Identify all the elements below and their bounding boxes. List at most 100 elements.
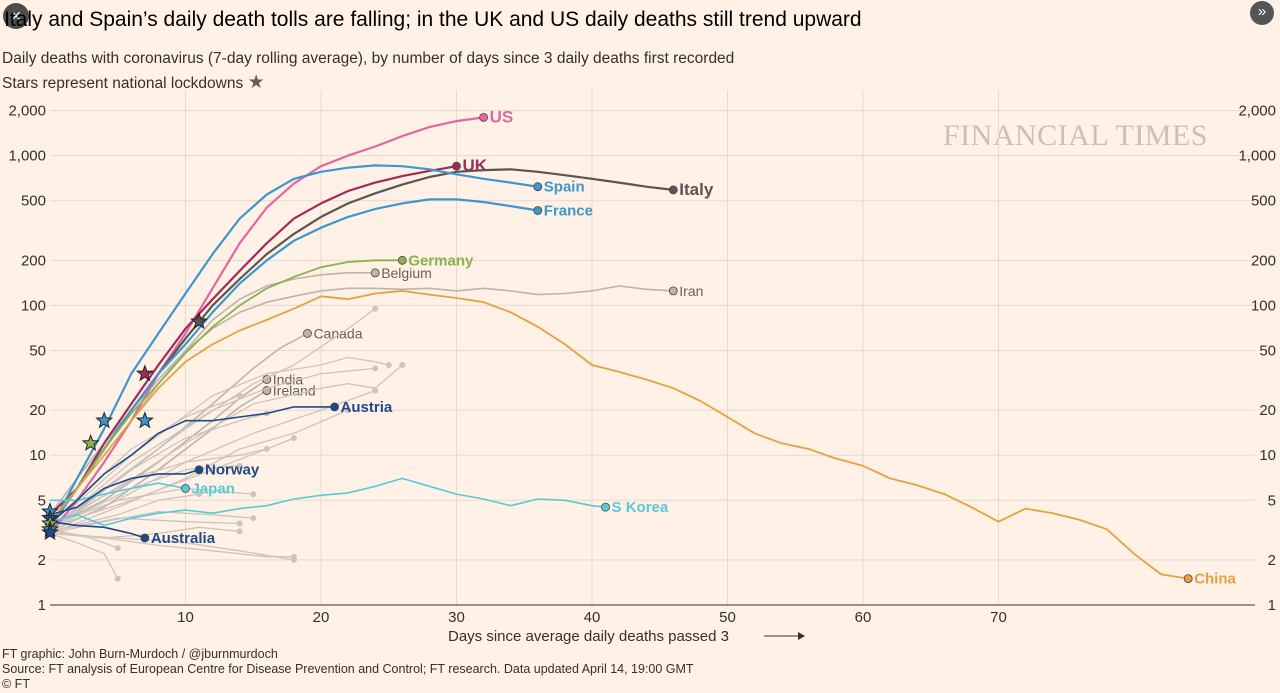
- lockdown-star-icon: [81, 433, 100, 451]
- y-tick-label-left: 1: [38, 597, 46, 614]
- series-label-belgium: Belgium: [381, 265, 432, 281]
- series-end-point: [250, 515, 257, 522]
- series-end-point: [290, 556, 297, 563]
- series-end-point: [668, 286, 678, 296]
- y-tick-label-right: 200: [1251, 252, 1276, 269]
- series-end-point: [372, 387, 379, 394]
- series-line-iran: [49, 285, 675, 516]
- y-tick-label-right: 2,000: [1238, 103, 1276, 120]
- footer-source: Source: FT analysis of European Centre f…: [2, 662, 694, 676]
- series-line-japan: [49, 482, 187, 502]
- series-line-france: [48, 198, 539, 529]
- y-tick-label-left: 2,000: [8, 103, 46, 120]
- series-line-australia: [49, 520, 146, 539]
- series-end-point: [372, 305, 379, 312]
- series-end-point: [370, 268, 380, 278]
- series-end-point: [452, 161, 461, 171]
- series-line-country: [49, 409, 349, 535]
- series-label-spain: Spain: [544, 179, 585, 196]
- series-end-point: [290, 435, 297, 442]
- series-end-point: [140, 533, 150, 543]
- series-line-country: [49, 367, 376, 530]
- series-end-point: [397, 255, 407, 265]
- series-label-australia: Australia: [151, 530, 216, 547]
- series-line-country: [49, 437, 295, 528]
- series-line-germany: [49, 259, 404, 525]
- series-line-country: [49, 532, 119, 580]
- y-tick-label-left: 10: [29, 447, 46, 464]
- series-line-s-korea: [49, 477, 607, 527]
- series-end-point: [236, 528, 243, 535]
- chart-title: Italy and Spain’s daily death tolls are …: [4, 8, 862, 31]
- series-end-point: [236, 520, 243, 527]
- series-end-point: [533, 206, 543, 215]
- series-end-point: [399, 362, 406, 369]
- y-tick-label-right: 5: [1268, 492, 1276, 509]
- footer-credit: FT graphic: John Burn-Murdoch / @jburnmu…: [2, 647, 278, 661]
- series-line-india: [49, 378, 268, 529]
- series-line-country: [49, 493, 200, 533]
- chart-subtitle: Daily deaths with coronavirus (7-day rol…: [2, 50, 735, 67]
- y-tick-label-left: 500: [21, 193, 46, 210]
- series-end-point: [345, 407, 352, 414]
- series-end-point: [533, 182, 543, 192]
- series-line-austria: [49, 406, 336, 525]
- y-tick-label-right: 2: [1268, 552, 1276, 569]
- x-tick-label: 20: [313, 609, 330, 626]
- lockdown-star-icon: [95, 411, 114, 429]
- series-label-uk: UK: [463, 156, 488, 175]
- chart-subtitle-lockdowns: Stars represent national lockdowns ★: [2, 71, 265, 94]
- series-end-point: [114, 575, 121, 582]
- series-line-norway: [49, 468, 200, 516]
- lockdown-star-icon: [41, 523, 59, 541]
- series-label-canada: Canada: [313, 325, 362, 341]
- x-tick-label: 10: [177, 609, 194, 626]
- series-line-spain: [48, 164, 539, 531]
- series-line-country: [49, 517, 241, 533]
- series-end-point: [196, 491, 203, 498]
- series-line-country: [49, 528, 119, 549]
- series-end-point: [1183, 574, 1193, 584]
- series-label-germany: Germany: [408, 252, 474, 269]
- y-tick-label-right: 50: [1259, 343, 1276, 360]
- watermark: FINANCIAL TIMES: [943, 119, 1208, 152]
- series-end-point: [601, 502, 610, 512]
- series-line-uk: [48, 165, 458, 516]
- x-tick-label: 40: [584, 609, 601, 626]
- y-tick-label-right: 1,000: [1238, 148, 1276, 165]
- lockdown-star-icon: [135, 364, 154, 382]
- y-tick-label-right: 1: [1268, 597, 1276, 614]
- series-line-country: [49, 364, 403, 527]
- series-label-italy: Italy: [679, 180, 714, 199]
- series-line-italy: [48, 168, 675, 525]
- lockdown-star-icon: [190, 312, 209, 330]
- series-label-iran: Iran: [679, 283, 703, 299]
- y-tick-label-right: 500: [1251, 193, 1276, 210]
- lockdown-star-icon: [135, 411, 154, 429]
- series-end-point: [385, 362, 392, 369]
- series-line-country: [49, 532, 295, 561]
- x-tick-label: 30: [448, 609, 465, 626]
- series-end-point: [236, 392, 243, 399]
- y-tick-label-left: 20: [29, 402, 46, 419]
- y-tick-label-right: 100: [1251, 297, 1276, 314]
- x-axis-label: Days since average daily deaths passed 3: [448, 628, 729, 645]
- x-axis-arrow-icon: [798, 632, 805, 640]
- footer-copyright: © FT: [2, 677, 30, 691]
- series-line-china: [49, 290, 1190, 580]
- series-end-point: [181, 484, 190, 493]
- series-end-point: [194, 465, 204, 475]
- star-icon: ★: [247, 72, 265, 93]
- series-end-point: [668, 185, 678, 195]
- y-tick-label-left: 200: [21, 252, 46, 269]
- close-button[interactable]: ×: [3, 3, 29, 29]
- subtitle-lockdowns-text: Stars represent national lockdowns: [2, 75, 244, 92]
- series-label-france: France: [544, 203, 593, 220]
- series-end-point: [114, 545, 121, 552]
- next-button[interactable]: »: [1250, 1, 1274, 25]
- series-line-country: [49, 448, 268, 530]
- y-tick-label-left: 2: [38, 552, 46, 569]
- x-tick-label: 50: [719, 609, 736, 626]
- series-line-country: [49, 308, 376, 530]
